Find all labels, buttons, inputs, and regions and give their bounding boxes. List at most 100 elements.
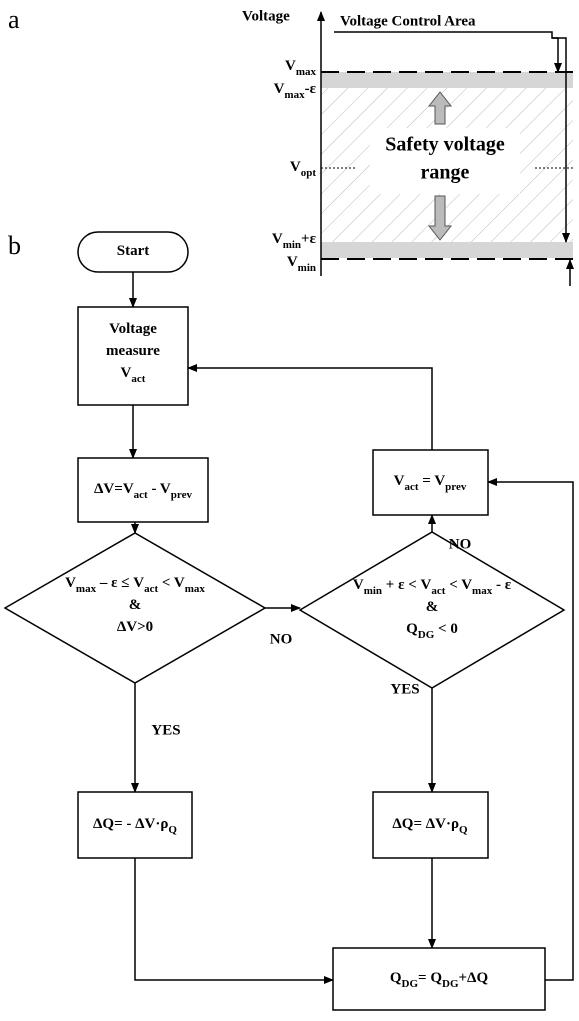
formula: Vmin + ε < Vact < Vmax - ε <box>353 577 512 596</box>
control-bracket <box>552 37 570 243</box>
text-part: & <box>426 599 439 615</box>
text-part: = Q <box>418 970 442 986</box>
formula: Voltage <box>109 321 157 337</box>
text-part: V <box>121 365 132 381</box>
text-part: ΔQ= - ΔV·ρ <box>93 816 168 832</box>
formula: QDG= QDG+ΔQ <box>390 970 489 989</box>
subscript: max <box>284 89 305 101</box>
subscript: max <box>76 583 97 595</box>
text-part: V <box>285 58 296 74</box>
edge-label: YES <box>390 681 419 697</box>
process-box <box>372 449 489 516</box>
subscript: max <box>296 66 317 78</box>
down-arrow <box>427 195 453 241</box>
formula: QDG < 0 <box>406 621 458 640</box>
edge-label: NO <box>449 536 472 552</box>
up-arrow <box>427 91 453 125</box>
formula: Vmax – ε ≤ Vact < Vmax <box>65 575 205 594</box>
region-label: range <box>421 162 470 184</box>
process-box <box>77 457 209 523</box>
subscript: act <box>431 585 445 597</box>
text-part: = V <box>419 473 446 489</box>
panel-label: a <box>8 5 20 34</box>
subscript: act <box>144 583 158 595</box>
formula: ΔQ= - ΔV·ρQ <box>93 816 177 835</box>
region-label-bg <box>370 128 520 194</box>
text-part: V <box>65 575 76 591</box>
text-part: measure <box>106 343 160 359</box>
text-part: ΔV>0 <box>117 619 153 635</box>
subscript: min <box>364 585 382 597</box>
subscript: act <box>134 489 148 501</box>
subscript: min <box>283 239 301 251</box>
formula: Start <box>117 243 150 259</box>
text-part: Q <box>390 970 402 986</box>
text-part: Voltage <box>109 321 157 337</box>
text-part: -ε <box>305 81 317 97</box>
text-part: V <box>272 231 283 247</box>
formula: ΔQ= ΔV·ρQ <box>392 816 468 835</box>
text-part: ΔV=V <box>94 481 134 497</box>
upper-band <box>321 72 573 88</box>
formula: ΔV=Vact - Vprev <box>94 481 192 500</box>
subscript: max <box>185 583 206 595</box>
process-box <box>332 947 546 1011</box>
text-part: ΔQ= ΔV·ρ <box>392 816 459 832</box>
text-part: Q <box>406 621 418 637</box>
arrow <box>487 478 574 981</box>
text-part: Start <box>117 243 150 259</box>
subscript: Q <box>168 824 177 836</box>
text-part: & <box>129 597 142 613</box>
region-label: Safety voltage <box>385 134 505 156</box>
subscript: min <box>298 262 316 274</box>
panel-label: b <box>8 231 21 260</box>
area-title: Voltage Control Area <box>340 13 476 29</box>
control-bracket <box>334 31 562 73</box>
text-part: - V <box>148 481 171 497</box>
text-part: < V <box>158 575 185 591</box>
arrow <box>187 364 433 450</box>
formula: Vopt <box>290 159 316 178</box>
subscript: Q <box>459 824 468 836</box>
text-part: < V <box>445 577 472 593</box>
subscript: act <box>131 373 145 385</box>
text-part: +ΔQ <box>459 970 489 986</box>
formula: Vmax-ε <box>274 81 317 100</box>
formula: & <box>129 597 142 613</box>
text-part: V <box>394 473 405 489</box>
text-part: - ε <box>492 577 511 593</box>
edge-label: YES <box>151 722 180 738</box>
subscript: opt <box>301 167 317 179</box>
formula: Vmin <box>287 254 316 273</box>
formula: & <box>426 599 439 615</box>
text-part: V <box>274 81 285 97</box>
text-part: < 0 <box>434 621 458 637</box>
subscript: act <box>405 481 419 493</box>
edge-label: NO <box>270 631 293 647</box>
subscript: prev <box>171 489 193 501</box>
subscript: prev <box>445 481 467 493</box>
formula: Vmin+ε <box>272 231 317 250</box>
flowchart <box>3 231 574 1011</box>
axis-label: Voltage <box>242 8 290 24</box>
decision <box>298 531 566 689</box>
text-part: + ε < V <box>382 577 432 593</box>
text-part: V <box>353 577 364 593</box>
panel-a <box>317 11 574 286</box>
subscript: max <box>472 585 493 597</box>
subscript: DG <box>418 629 435 641</box>
text-part: +ε <box>301 231 317 247</box>
formula: Vact = Vprev <box>394 473 467 492</box>
arrow <box>134 858 334 984</box>
text-part: – ε ≤ V <box>96 575 144 591</box>
formula: Vact <box>121 365 146 384</box>
subscript: DG <box>402 978 419 990</box>
formula: ΔV>0 <box>117 619 153 635</box>
text-part: V <box>287 254 298 270</box>
text-part: V <box>290 159 301 175</box>
formula: Vmax <box>285 58 317 77</box>
lower-band <box>321 242 573 258</box>
subscript: DG <box>442 978 459 990</box>
process-box <box>77 306 189 406</box>
